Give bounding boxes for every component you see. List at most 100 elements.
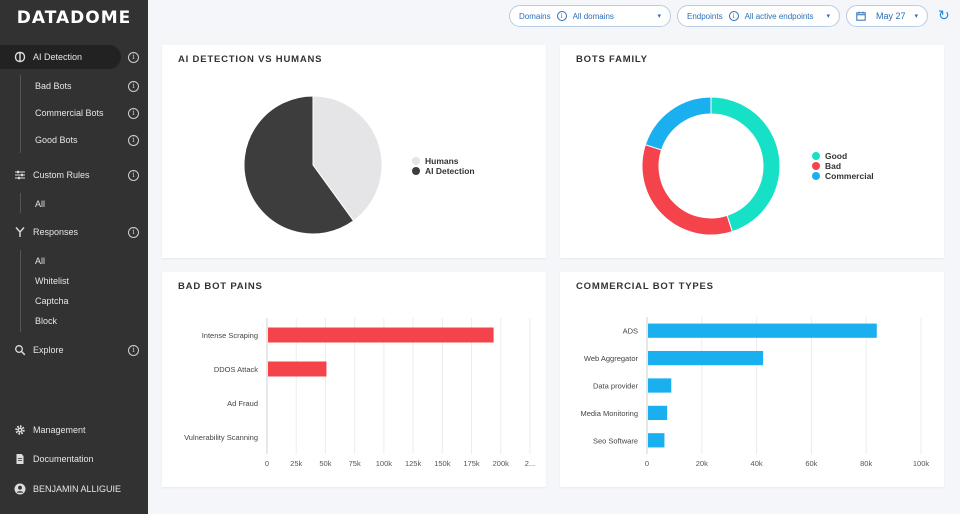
x-tick-label: 0 [265,459,269,468]
sidebar-item-label: Commercial Bots [35,108,104,118]
legend-swatch [412,167,420,175]
legend-item-good[interactable]: Good [812,151,874,161]
ai-vs-humans-card: AI DETECTION VS HUMANS Humans AI Detectio… [162,45,546,258]
sidebar-item-good-bots[interactable]: Good Bots i [20,130,148,150]
info-icon[interactable]: i [556,11,567,21]
chevron-down-icon: ▾ [657,13,661,20]
legend-item-ai-detection[interactable]: AI Detection [412,166,475,176]
bar-media-monitoring[interactable] [648,405,668,421]
card-title: BOTS FAMILY [576,54,648,65]
bots-family-card: BOTS FAMILY Good Bad Commercial [560,45,944,258]
card-title: BAD BOT PAINS [178,281,263,292]
sidebar-item-label: Documentation [33,454,94,464]
info-icon[interactable]: i [128,226,139,238]
legend-item-bad[interactable]: Bad [812,161,874,171]
bar-intense-scraping[interactable] [268,327,494,343]
info-icon[interactable]: i [128,344,139,356]
sidebar-item-management[interactable]: Management [0,418,148,442]
pie-slice-commercial[interactable] [644,96,712,151]
bar-web-aggregator[interactable] [648,350,764,366]
x-tick-label: 75k [349,459,361,468]
legend-label: Good [825,151,848,161]
chevron-down-icon: ▾ [826,13,830,20]
legend-label: Humans [425,156,459,166]
legend-label: Bad [825,161,842,171]
info-icon[interactable]: i [128,169,139,181]
legend-swatch [412,157,420,165]
category-label: Media Monitoring [580,409,638,418]
sidebar-item-explore[interactable]: Explore i [0,338,148,362]
sidebar-item-whitelist[interactable]: Whitelist [20,271,148,291]
submenu-line [20,250,21,332]
pie-slice-bad[interactable] [641,144,733,236]
sidebar-item-bad-bots[interactable]: Bad Bots i [20,76,148,96]
sidebar-item-label: All [35,199,46,209]
pie-slice-good[interactable] [710,96,781,233]
sidebar-item-custom-rules-all[interactable]: All [20,194,148,214]
legend-label: AI Detection [425,166,475,176]
fork-icon [14,226,26,238]
legend-item-commercial[interactable]: Commercial [812,171,874,181]
user-icon [14,483,26,495]
category-label: Ad Fraud [227,399,258,408]
sidebar-item-label: Bad Bots [35,81,72,91]
sidebar-user[interactable]: BENJAMIN ALLIGUIE [0,477,148,501]
x-tick-label: 20k [696,459,708,468]
date-value: May 27 [876,11,906,21]
category-label: DDOS Attack [214,365,258,374]
sidebar-item-responses-all[interactable]: All [20,251,148,271]
x-tick-label: 50k [319,459,331,468]
date-picker[interactable]: May 27 ▾ [846,5,928,27]
datadome-logo[interactable]: DATADOME [0,0,148,36]
sliders-icon [14,169,26,181]
legend-swatch [812,172,820,180]
endpoints-select[interactable]: Endpoints i All active endpoints ▾ [677,5,840,27]
info-icon[interactable]: i [128,107,139,119]
sidebar-item-label: Custom Rules [33,170,90,180]
x-tick-label: 100k [913,459,930,468]
sidebar-item-captcha[interactable]: Captcha [20,291,148,311]
bar-data-provider[interactable] [648,378,672,393]
bar-seo-software[interactable] [648,433,665,448]
sidebar-item-label: Good Bots [35,135,78,145]
brain-icon [14,51,26,63]
info-icon[interactable]: i [728,11,739,21]
sidebar-item-custom-rules[interactable]: Custom Rules i [0,163,148,187]
commercial-bot-types-bar-chart: 0 20k 40k 60k 80k 100k ADS Web Aggregator Data p… [580,317,930,468]
refresh-icon[interactable]: ↻ [938,8,950,24]
legend-swatch [812,162,820,170]
category-label: Data provider [593,382,639,391]
commercial-bot-types-card: COMMERCIAL BOT TYPES 0 20k 40k 60k 80k 100k AD… [560,272,944,487]
calendar-icon [856,11,866,21]
category-label: ADS [623,327,638,336]
x-tick-label: 60k [805,459,817,468]
sidebar-item-block[interactable]: Block [20,311,148,331]
legend-item-humans[interactable]: Humans [412,156,475,166]
pie-slice-humans[interactable] [312,95,383,222]
info-icon[interactable]: i [128,51,139,63]
x-tick-label: 80k [860,459,872,468]
domains-value: All domains [572,11,614,21]
pie-slice-ai-detection[interactable] [243,95,355,235]
submenu-line [20,193,21,213]
x-tick-label: 0 [645,459,649,468]
domains-label: Domains [519,11,551,21]
x-tick-label: 100k [376,459,393,468]
sidebar-item-responses[interactable]: Responses i [0,220,148,244]
category-label: Seo Software [593,436,638,445]
bar-ads[interactable] [648,323,877,338]
bar-ddos-attack[interactable] [268,361,327,377]
x-tick-label: 40k [751,459,763,468]
bots-family-legend: Good Bad Commercial [812,151,874,181]
sidebar-item-documentation[interactable]: Documentation [0,447,148,471]
domains-select[interactable]: Domains i All domains ▾ [509,5,671,27]
sidebar-item-commercial-bots[interactable]: Commercial Bots i [20,103,148,123]
category-label: Intense Scraping [202,331,258,340]
sidebar-item-ai-detection[interactable]: AI Detection i [0,45,139,69]
sidebar-item-label: Explore [33,345,64,355]
document-icon [14,453,26,465]
info-icon[interactable]: i [128,80,139,92]
card-title: AI DETECTION VS HUMANS [178,54,323,65]
endpoints-label: Endpoints [687,11,723,21]
info-icon[interactable]: i [128,134,139,146]
